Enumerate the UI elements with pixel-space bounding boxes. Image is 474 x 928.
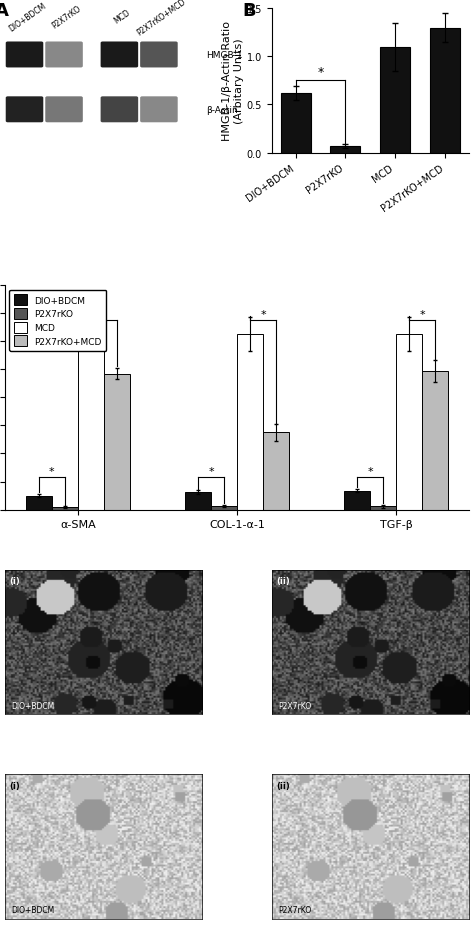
Y-axis label: HMGB-1/β-Actin Ratio
(Arbitary Units): HMGB-1/β-Actin Ratio (Arbitary Units) [222,21,244,141]
Bar [26,496,52,510]
FancyBboxPatch shape [140,97,178,123]
Legend: DIO+BDCM, P2X7rKO, MCD, P2X7rKO+MCD: DIO+BDCM, P2X7rKO, MCD, P2X7rKO+MCD [9,290,107,352]
FancyBboxPatch shape [140,43,178,69]
Bar [52,508,78,510]
Text: *: * [419,309,425,319]
Text: HMGB-1: HMGB-1 [206,51,243,60]
Text: (i): (i) [9,780,20,790]
Bar [381,47,410,153]
Bar [396,335,422,510]
Text: β-Actin: β-Actin [206,106,238,115]
Text: *: * [318,66,324,79]
FancyBboxPatch shape [45,43,83,69]
Bar [104,374,130,510]
Bar [211,507,237,510]
Text: *: * [49,467,55,476]
Bar [237,335,263,510]
Bar [422,372,448,510]
Bar [330,147,360,153]
Bar [281,94,310,153]
Text: DIO+BDCM: DIO+BDCM [12,701,55,710]
Bar [263,433,289,510]
Text: P2X7rKO: P2X7rKO [50,4,83,31]
Text: B: B [242,2,255,20]
Text: DIO+BDCM: DIO+BDCM [7,1,47,33]
Text: A: A [0,2,9,20]
Text: (i): (i) [9,576,20,586]
Text: *: * [260,309,266,319]
FancyBboxPatch shape [6,43,43,69]
FancyBboxPatch shape [45,97,83,123]
Text: (ii): (ii) [276,576,290,586]
Bar [370,507,396,510]
Bar [344,491,370,510]
Text: *: * [101,309,107,319]
Bar [185,493,211,510]
Text: P2X7rKO: P2X7rKO [279,905,312,914]
Text: *: * [208,467,214,476]
FancyBboxPatch shape [100,97,138,123]
Text: DIO+BDCM: DIO+BDCM [12,905,55,914]
Text: MCD: MCD [112,8,132,26]
Text: *: * [367,467,373,476]
Bar [78,335,104,510]
FancyBboxPatch shape [100,43,138,69]
FancyBboxPatch shape [6,97,43,123]
Text: P2X7rKO+MCD: P2X7rKO+MCD [136,0,188,37]
Bar [430,29,460,153]
Text: P2X7rKO: P2X7rKO [279,701,312,710]
Text: (ii): (ii) [276,780,290,790]
